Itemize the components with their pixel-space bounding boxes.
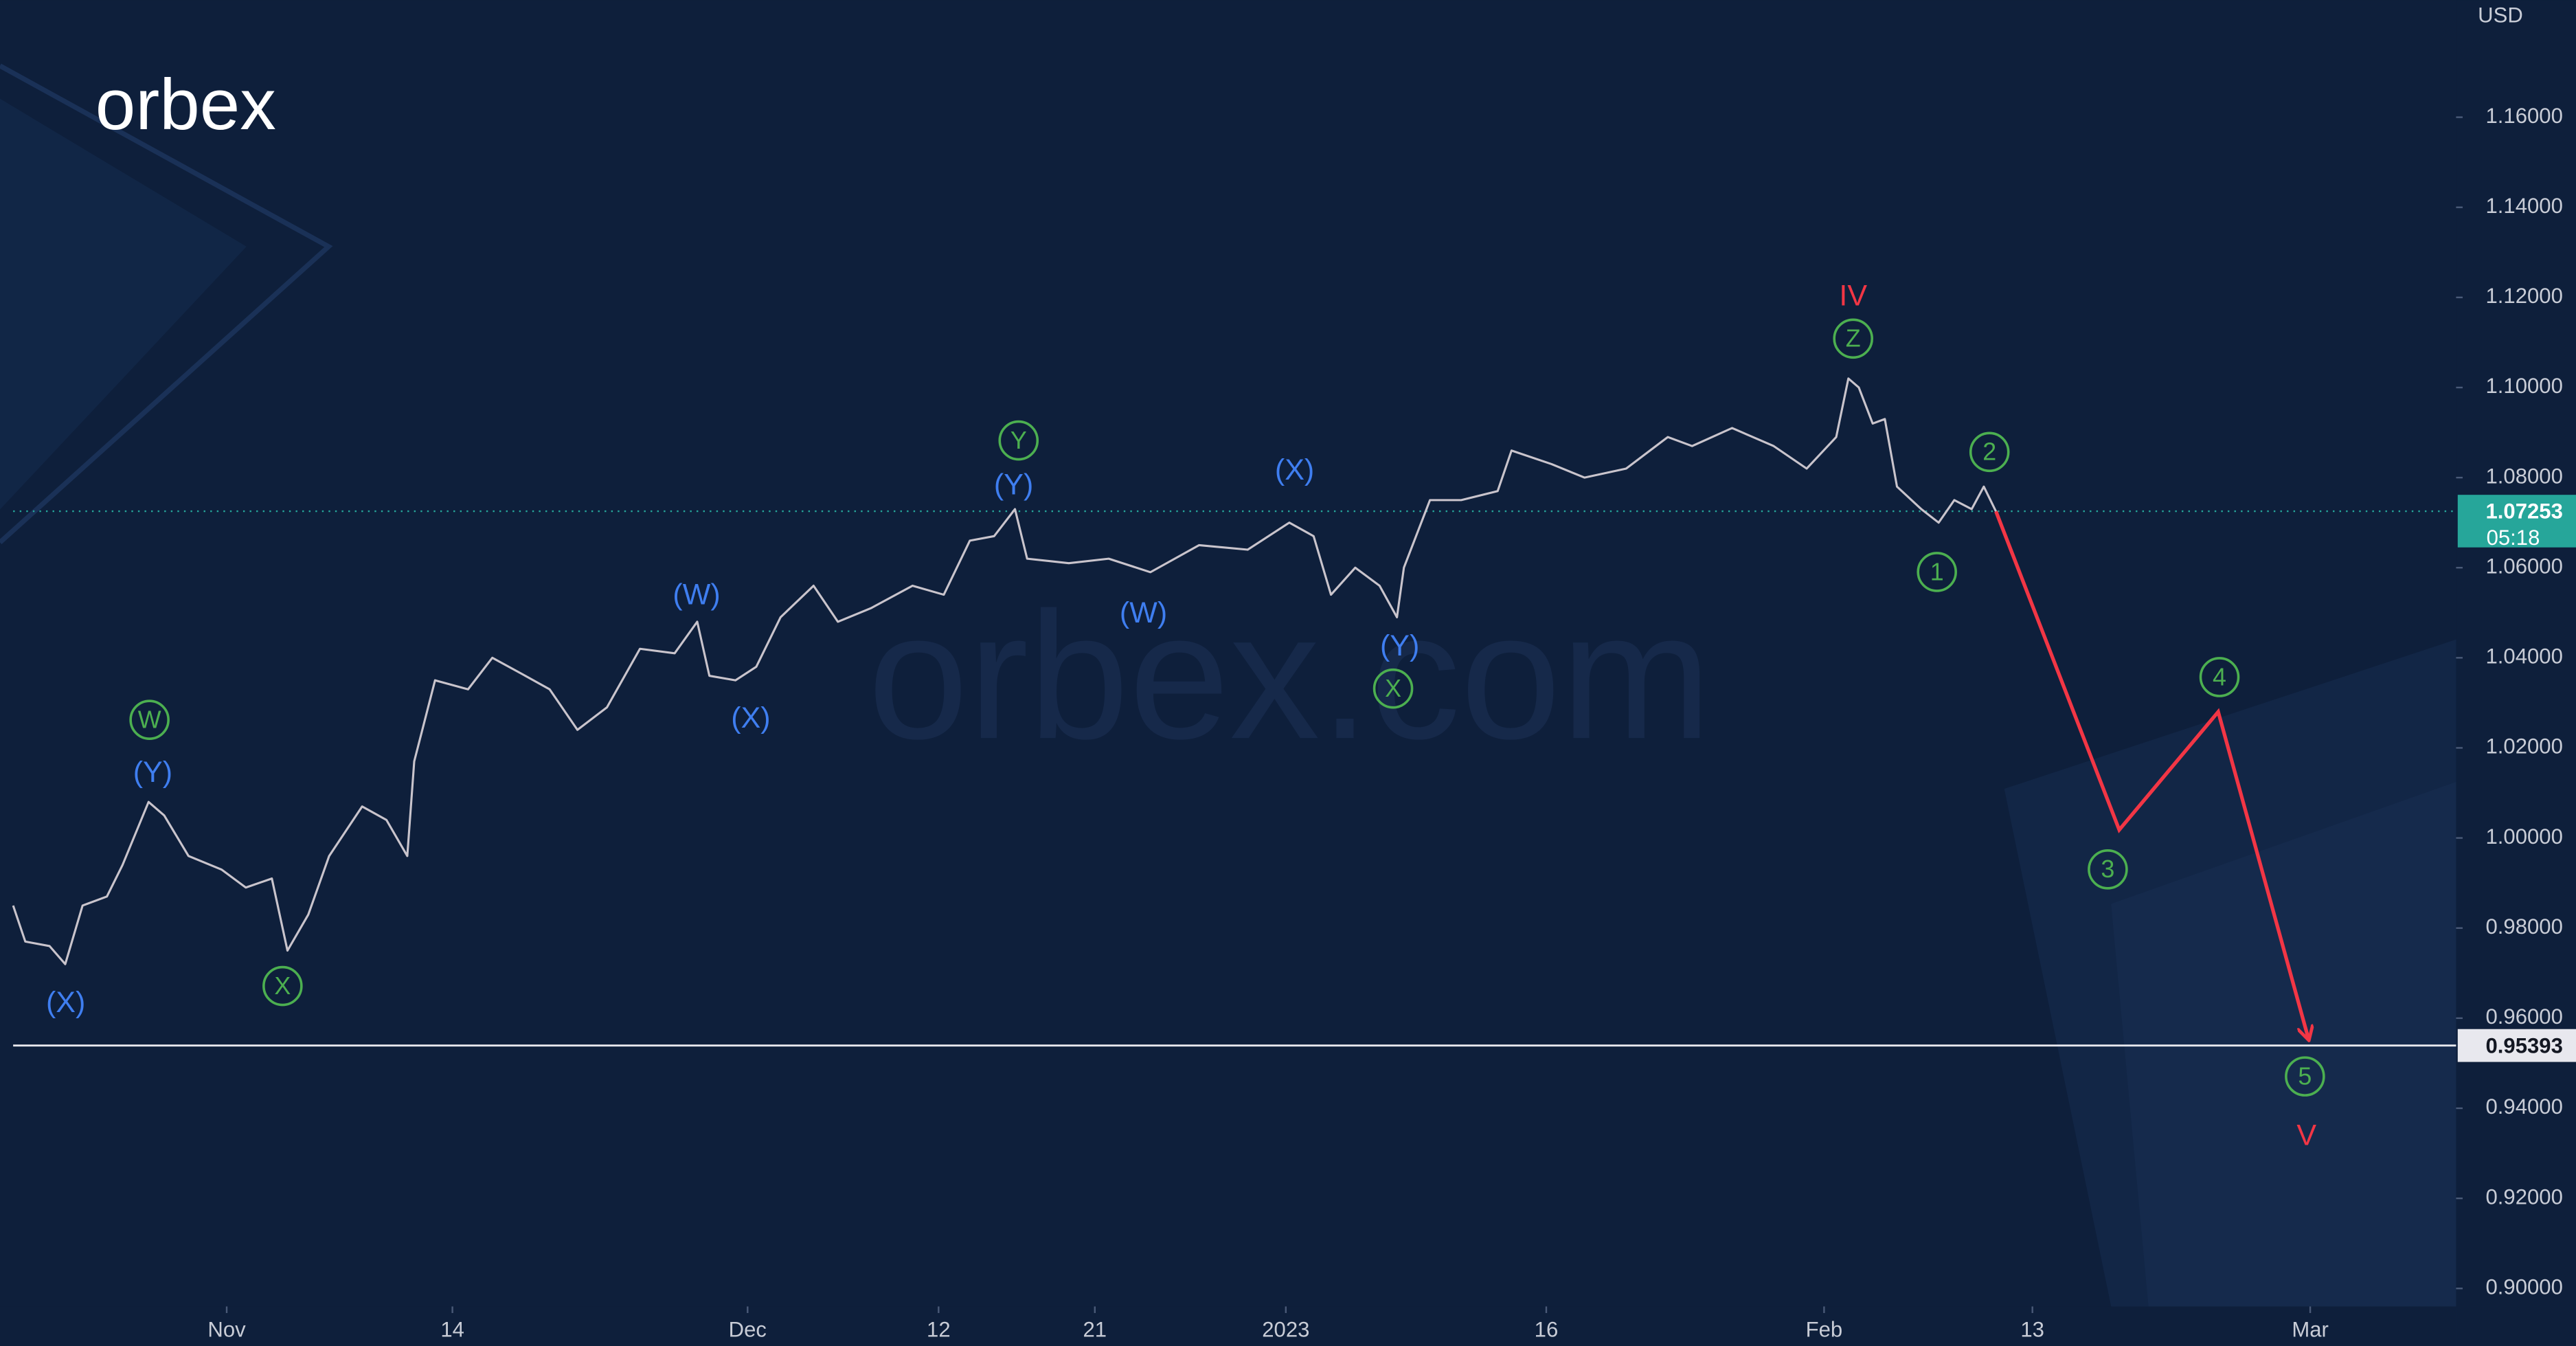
x-tick-label: 14 xyxy=(440,1318,464,1342)
y-tick-label: 1.08000 xyxy=(2486,464,2563,488)
y-tick-label: 1.02000 xyxy=(2486,734,2563,759)
wave-label: 4 xyxy=(2213,663,2226,691)
price-path xyxy=(12,377,1997,965)
x-tick-label: Nov xyxy=(207,1318,246,1342)
currency-label: USD xyxy=(2478,3,2523,27)
wave-label-circle xyxy=(262,965,303,1007)
wave-label-circle xyxy=(129,699,170,740)
price-label-box xyxy=(2457,495,2576,548)
y-tick-label: 0.94000 xyxy=(2486,1095,2563,1119)
y-tick-label: 0.92000 xyxy=(2486,1185,2563,1209)
wave-label: V xyxy=(2296,1119,2316,1152)
y-tick-label: 0.98000 xyxy=(2486,915,2563,939)
wave-label-circle xyxy=(2199,657,2240,697)
wave-label: Z xyxy=(1846,325,1861,352)
logo: orbex xyxy=(95,65,276,145)
x-tick-label: Mar xyxy=(2292,1318,2329,1342)
wave-label: 3 xyxy=(2101,855,2114,883)
y-tick-label: 1.04000 xyxy=(2486,644,2563,669)
wave-label-circle xyxy=(1917,552,1957,592)
y-tick-label: 0.90000 xyxy=(2486,1275,2563,1299)
wave-label: X xyxy=(1385,675,1401,702)
y-tick-label: 0.96000 xyxy=(2486,1005,2563,1029)
wave-label: (X) xyxy=(1275,453,1314,486)
price-label: 0.95393 xyxy=(2486,1033,2563,1057)
decor-shape xyxy=(0,98,247,510)
wave-label: (Y) xyxy=(133,756,172,789)
wave-label: (X) xyxy=(46,986,85,1019)
wave-label: 1 xyxy=(1930,558,1944,585)
wave-label-circle xyxy=(998,420,1039,461)
wave-label: (X) xyxy=(731,702,770,734)
y-tick-label: 1.14000 xyxy=(2486,194,2563,218)
wave-label: W xyxy=(138,706,161,734)
price-timer: 05:18 xyxy=(2487,526,2540,550)
watermark: orbex.com xyxy=(868,574,1711,776)
wave-label-circle xyxy=(1833,318,1874,359)
wave-label: Y xyxy=(1010,427,1027,454)
wave-label: (W) xyxy=(1120,596,1167,629)
x-tick-label: Feb xyxy=(1806,1318,1843,1342)
x-tick-label: 13 xyxy=(2020,1318,2044,1342)
time-axis-panel xyxy=(0,1306,2456,1346)
y-tick-label: 1.16000 xyxy=(2486,104,2563,128)
projection-path xyxy=(1994,511,2309,1039)
wave-label: IV xyxy=(1839,279,1867,312)
wave-label-circle xyxy=(2285,1056,2325,1097)
price-label-box xyxy=(2457,1029,2576,1062)
x-tick-label: Dec xyxy=(729,1318,767,1342)
x-tick-label: 21 xyxy=(1083,1318,1107,1342)
decor-shape xyxy=(0,63,333,545)
wave-label-circle xyxy=(1372,668,1414,709)
y-tick-label: 1.00000 xyxy=(2486,825,2563,849)
wave-label-circle xyxy=(2088,849,2128,890)
x-tick-label: 2023 xyxy=(1262,1318,1309,1342)
wave-label: (W) xyxy=(673,579,720,612)
wave-label: X xyxy=(274,972,291,1000)
price-label: 1.07253 xyxy=(2486,500,2563,524)
y-tick-label: 1.06000 xyxy=(2486,554,2563,578)
x-tick-label: 12 xyxy=(927,1318,951,1342)
wave-label: 2 xyxy=(1982,438,1996,466)
price-axis-panel xyxy=(2456,0,2576,1346)
y-tick-label: 1.10000 xyxy=(2486,374,2563,398)
wave-label-circle xyxy=(1969,431,2010,473)
y-tick-label: 1.12000 xyxy=(2486,284,2563,308)
wave-label: (Y) xyxy=(1380,629,1419,662)
wave-label: (Y) xyxy=(994,468,1033,501)
wave-label: 5 xyxy=(2298,1062,2312,1090)
x-tick-label: 16 xyxy=(1535,1318,1559,1342)
